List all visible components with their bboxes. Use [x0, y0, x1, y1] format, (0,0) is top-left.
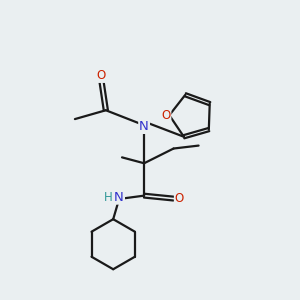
Text: O: O [161, 109, 170, 122]
Text: H: H [104, 190, 112, 204]
Text: N: N [139, 120, 149, 133]
Text: O: O [175, 192, 184, 205]
Text: O: O [97, 69, 106, 82]
Text: N: N [114, 190, 124, 204]
